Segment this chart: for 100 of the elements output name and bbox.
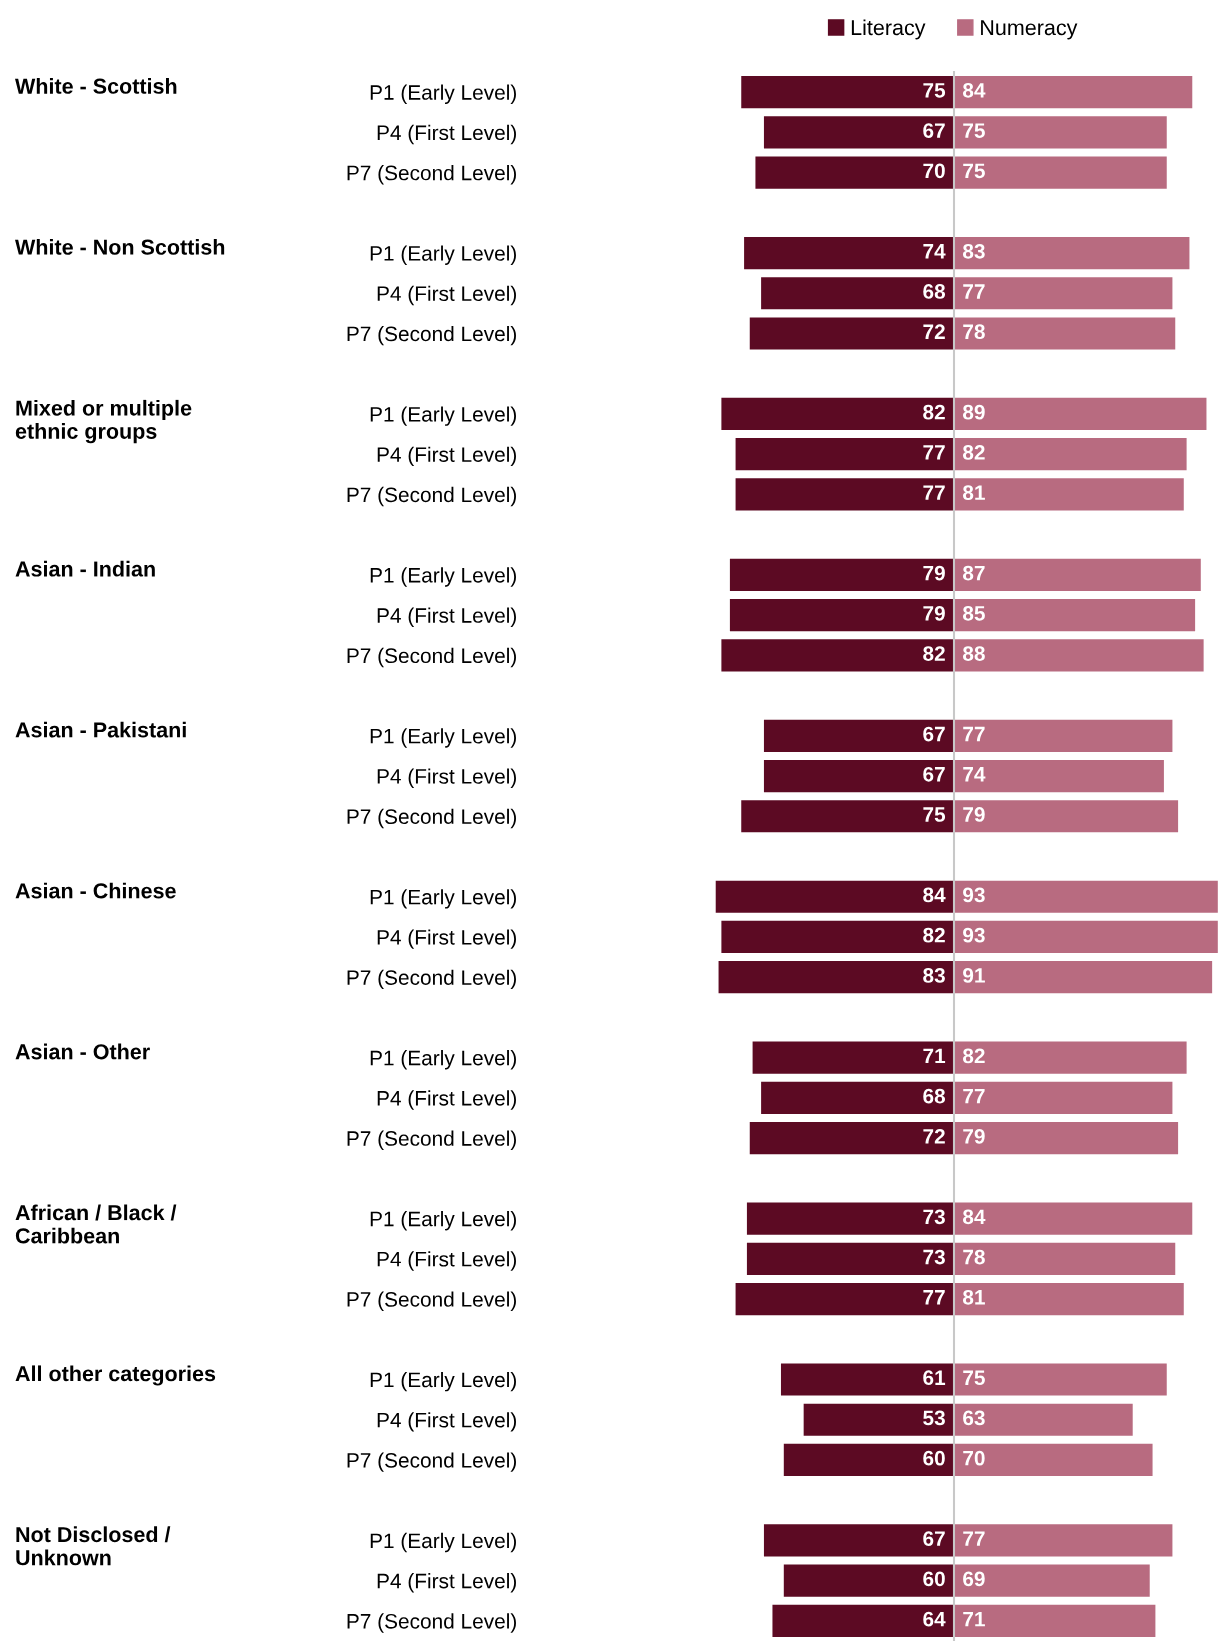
y-tick-label: P1 (Early Level) [370,728,516,748]
data-label: 78 [963,324,985,340]
data-label: 74 [963,767,986,782]
y-tick-label: P4 (First Level) [377,446,516,467]
y-tick-label: P4 (First Level) [377,285,516,306]
data-label: 82 [923,927,945,943]
data-label: 67 [923,123,945,138]
data-label: 77 [923,485,945,500]
data-label: 81 [962,485,985,501]
text: All other categories [15,1365,216,1386]
data-label: 77 [963,284,985,299]
data-label: 67 [923,1531,945,1547]
text: White - Non Scottish [15,238,225,255]
data-label: 75 [963,163,985,179]
y-tick-label: P4 (First Level) [377,929,516,949]
data-label: 87 [962,565,985,581]
legend-label: Numeracy [981,20,1078,40]
y-tick-label: P1 (Early Level) [370,84,516,104]
data-label: 79 [963,1128,985,1144]
data-label: 61 [923,1370,946,1386]
y-tick-label: P4 (First Level) [377,607,516,627]
y-tick-label: P7 (Second Level) [347,969,516,990]
data-label: 77 [963,1531,985,1546]
data-label: 72 [923,324,945,339]
data-label: 77 [923,1290,945,1305]
data-label: 89 [962,404,985,420]
data-label: 71 [963,1611,985,1627]
data-label: 69 [963,1571,985,1587]
y-tick-label: P7 (Second Level) [347,1452,516,1472]
text: Asian - Chinese [15,882,176,899]
legend-label: Literacy [851,19,926,40]
data-label: 79 [923,605,945,621]
y-tick-label: P7 (Second Level) [347,1613,516,1633]
y-tick-label: P4 (First Level) [377,1412,516,1432]
data-label: 79 [923,565,945,581]
data-label: 70 [923,163,945,179]
data-label: 74 [923,244,946,259]
data-label: 93 [963,927,985,943]
data-label: 68 [923,284,946,299]
text: African / Black / Caribbean [15,1204,177,1244]
y-tick-label: P4 (First Level) [377,1573,516,1593]
data-label: 82 [923,646,945,661]
y-tick-label: P7 (Second Level) [347,1130,516,1150]
y-tick-label: P7 (Second Level) [347,647,516,668]
data-label: 72 [923,1128,945,1144]
data-label: 84 [962,1209,986,1225]
y-tick-label: P7 (Second Level) [347,486,516,507]
text: Not Disclosed / Unknown [16,1526,171,1566]
data-label: 73 [923,1209,945,1225]
data-label: 77 [963,1088,985,1104]
data-label: 83 [923,968,945,983]
y-tick-label: P1 (Early Level) [370,406,516,426]
y-tick-label: P4 (First Level) [377,1251,516,1271]
data-label: 70 [963,1450,985,1466]
data-label: 67 [923,726,945,742]
data-label: 60 [923,1571,945,1587]
y-tick-label: P1 (Early Level) [370,1371,516,1392]
y-tick-label: P1 (Early Level) [370,245,516,265]
data-label: 68 [923,1088,946,1104]
data-label: 77 [963,726,985,742]
data-label: 75 [963,1370,985,1386]
data-label: 53 [923,1410,945,1426]
y-tick-label: P4 (First Level) [377,124,516,145]
data-label: 85 [962,605,985,621]
data-label: 83 [962,243,985,259]
data-label: 88 [962,646,985,661]
y-tick-label: P7 (Second Level) [347,808,516,829]
y-tick-label: P4 (First Level) [377,768,516,788]
y-tick-label: P7 (Second Level) [347,165,516,185]
data-label: 75 [923,807,946,822]
data-label: 75 [963,123,985,138]
data-label: 64 [923,1611,946,1627]
data-label: 82 [962,1048,985,1064]
data-label: 84 [923,887,946,903]
data-label: 63 [963,1410,985,1426]
text: White - Scottish [15,78,177,94]
data-label: 82 [962,445,985,460]
y-tick-label: P1 (Early Level) [370,1211,516,1231]
data-label: 71 [923,1048,946,1064]
data-label: 75 [923,83,946,98]
y-tick-label: P1 (Early Level) [370,1050,516,1070]
data-label: 77 [923,445,945,460]
y-tick-label: P7 (Second Level) [347,325,516,346]
y-tick-label: P1 (Early Level) [370,889,516,909]
y-tick-label: P7 (Second Level) [347,1291,516,1311]
data-label: 73 [923,1249,945,1265]
text: Mixed or multiple ethnic groups [15,399,192,444]
data-label: 81 [962,1289,985,1305]
data-label: 93 [963,887,985,903]
data-label: 82 [923,404,945,420]
text: Asian - Pakistani [15,721,186,738]
data-label: 67 [923,766,945,782]
data-label: 78 [963,1249,985,1265]
y-tick-label: P1 (Early Level) [370,1532,516,1553]
text: Asian - Indian [15,560,155,577]
data-label: 79 [963,807,985,822]
text: Asian - Other [15,1043,150,1060]
data-label: 91 [963,968,985,983]
data-label: 84 [962,82,986,98]
y-tick-label: P4 (First Level) [377,1090,516,1110]
